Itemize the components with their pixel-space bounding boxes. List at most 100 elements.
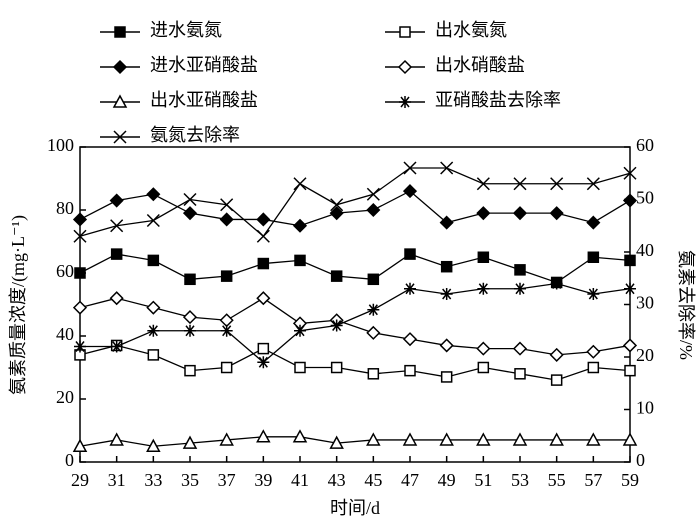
marker bbox=[440, 161, 454, 175]
marker bbox=[293, 177, 307, 191]
series-line bbox=[80, 282, 631, 364]
marker bbox=[404, 364, 416, 377]
marker bbox=[109, 193, 124, 208]
x-tick-label: 57 bbox=[584, 470, 602, 490]
marker bbox=[549, 206, 564, 221]
marker bbox=[147, 324, 160, 337]
marker bbox=[72, 212, 88, 227]
marker bbox=[404, 282, 416, 295]
marker bbox=[182, 310, 198, 325]
marker bbox=[512, 432, 528, 446]
marker bbox=[366, 432, 381, 446]
marker bbox=[146, 213, 160, 228]
marker bbox=[477, 282, 490, 295]
marker bbox=[109, 291, 124, 306]
x-tick-label: 33 bbox=[144, 470, 162, 490]
marker bbox=[330, 319, 343, 332]
x-tick-label: 49 bbox=[438, 470, 456, 490]
y2-tick-label: 30 bbox=[636, 293, 654, 313]
marker bbox=[73, 229, 87, 243]
marker bbox=[440, 260, 453, 273]
x-tick-label: 29 bbox=[71, 470, 89, 490]
marker bbox=[512, 206, 528, 221]
y-tick-label: 60 bbox=[56, 261, 74, 281]
legend-marker bbox=[112, 59, 128, 75]
marker bbox=[146, 187, 161, 202]
marker bbox=[439, 338, 454, 353]
y-tick-label: 0 bbox=[65, 450, 74, 470]
marker bbox=[329, 435, 344, 449]
y-tick-label: 80 bbox=[56, 198, 74, 218]
marker bbox=[257, 342, 270, 355]
marker bbox=[402, 332, 418, 347]
plot-frame bbox=[79, 146, 631, 463]
marker bbox=[220, 198, 234, 212]
x-tick-label: 39 bbox=[254, 470, 272, 490]
marker bbox=[146, 300, 161, 315]
x-tick-label: 35 bbox=[181, 470, 199, 490]
marker bbox=[367, 303, 380, 316]
marker bbox=[257, 257, 270, 270]
legend-marker bbox=[112, 94, 128, 108]
y2-tick-label: 20 bbox=[636, 345, 654, 365]
marker bbox=[294, 361, 306, 374]
marker bbox=[402, 432, 418, 446]
marker bbox=[549, 432, 564, 446]
marker bbox=[367, 368, 380, 380]
marker bbox=[74, 267, 86, 279]
x-tick-label: 59 bbox=[621, 470, 639, 490]
marker bbox=[220, 324, 233, 337]
marker bbox=[550, 177, 564, 191]
series-line bbox=[79, 297, 631, 356]
marker bbox=[219, 212, 234, 227]
legend-label: 出水氨氮 bbox=[435, 20, 507, 40]
marker bbox=[367, 273, 380, 286]
x-tick-label: 45 bbox=[364, 470, 382, 490]
marker bbox=[366, 187, 380, 201]
y2-tick-label: 10 bbox=[636, 398, 654, 418]
series-line bbox=[79, 344, 631, 381]
marker bbox=[330, 198, 344, 212]
x-tick-label: 51 bbox=[474, 470, 492, 490]
marker bbox=[182, 206, 198, 221]
x-axis-title: 时间/d bbox=[330, 498, 380, 518]
marker bbox=[330, 361, 343, 374]
marker bbox=[72, 438, 88, 452]
x-tick-label: 41 bbox=[291, 470, 309, 490]
marker bbox=[220, 361, 233, 374]
y-tick-label: 40 bbox=[56, 324, 74, 344]
marker bbox=[146, 438, 161, 452]
series-line bbox=[79, 436, 630, 447]
legend-label: 出水亚硝酸盐 bbox=[150, 90, 258, 110]
y2-tick-label: 60 bbox=[636, 135, 654, 155]
marker bbox=[477, 361, 490, 374]
marker bbox=[477, 251, 490, 263]
marker bbox=[292, 218, 308, 233]
marker bbox=[476, 177, 490, 191]
marker bbox=[294, 254, 306, 267]
marker bbox=[294, 324, 306, 337]
series-line bbox=[79, 190, 631, 227]
marker bbox=[220, 270, 233, 282]
marker bbox=[147, 254, 160, 267]
marker bbox=[622, 432, 638, 446]
marker bbox=[257, 356, 270, 369]
marker bbox=[184, 364, 196, 377]
marker bbox=[440, 371, 453, 383]
marker bbox=[587, 251, 600, 263]
legend-label: 亚硝酸盐去除率 bbox=[435, 90, 561, 110]
marker bbox=[622, 338, 638, 353]
marker bbox=[624, 282, 636, 295]
marker bbox=[183, 192, 197, 207]
marker bbox=[256, 212, 271, 227]
y-tick-label: 100 bbox=[47, 135, 74, 155]
marker bbox=[549, 347, 564, 362]
marker bbox=[622, 193, 638, 208]
marker bbox=[440, 288, 453, 300]
marker bbox=[256, 229, 270, 243]
marker bbox=[550, 277, 563, 290]
marker bbox=[74, 340, 86, 353]
marker bbox=[184, 324, 196, 337]
marker bbox=[110, 219, 124, 233]
marker bbox=[329, 206, 344, 221]
